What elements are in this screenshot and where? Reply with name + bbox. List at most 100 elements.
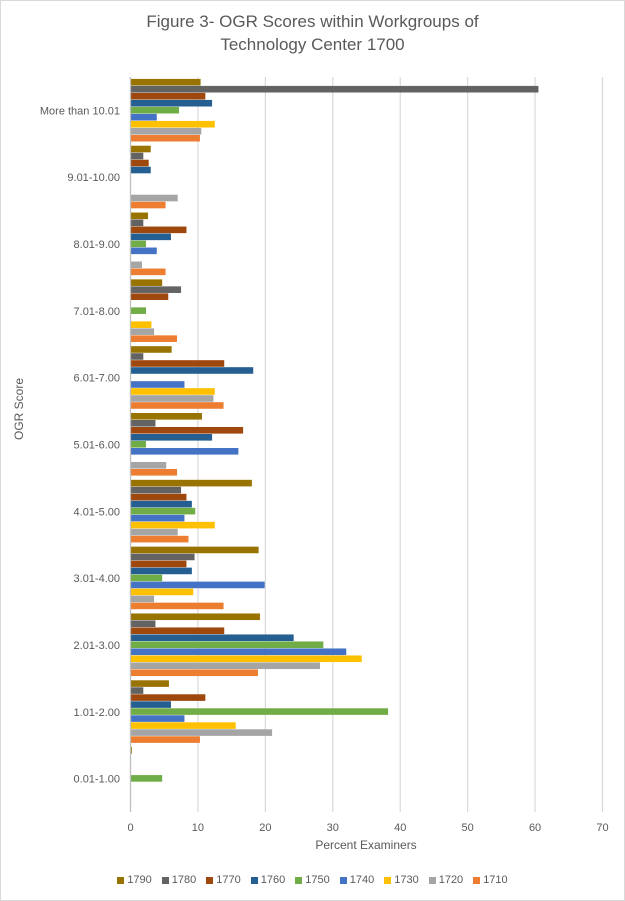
legend-label: 1730 [394,874,419,886]
legend-label: 1790 [127,874,152,886]
bar-1720-6-01-7-00 [130,395,214,402]
legend-item-1780: 1780 [161,874,196,886]
bar-1730-1-01-2-00 [130,722,236,729]
y-category-label: 9.01-10.00 [67,172,120,184]
bar-1750-2-01-3-00 [130,641,324,649]
bar-1780-more-than-10-01 [130,85,539,93]
legend-label: 1710 [483,874,508,886]
bar-1750-3-01-4-00 [130,574,163,582]
y-category-label: 4.01-5.00 [74,506,120,518]
bar-1760-1-01-2-00 [130,701,171,708]
bar-1720-2-01-3-00 [130,662,320,670]
bar-1770-9-01-10-00 [130,159,149,167]
bar-1720-4-01-5-00 [130,528,178,536]
bar-1780-7-01-8-00 [130,286,182,293]
bar-1780-5-01-6-00 [130,420,156,427]
x-axis-label: Percent Examiners [315,838,417,852]
bar-1710-4-01-5-00 [130,535,189,543]
bar-1770-1-01-2-00 [130,694,206,701]
y-category-label: 1.01-2.00 [74,707,120,719]
x-tick-label: 40 [394,822,406,834]
y-category-label: 2.01-3.00 [74,640,120,652]
y-category-label: 5.01-6.00 [74,440,120,452]
bar-1710-9-01-10-00 [130,201,166,209]
x-tick-label: 60 [529,822,541,834]
bar-1730-3-01-4-00 [130,588,194,596]
y-category-label: More than 10.01 [40,105,120,117]
bar-1790-7-01-8-00 [130,279,163,286]
bar-1710-3-01-4-00 [130,602,224,610]
bar-1790-8-01-9-00 [130,212,149,220]
legend-item-1750: 1750 [295,874,330,886]
x-tick-label: 0 [127,822,133,834]
x-tick-label: 70 [596,822,608,834]
legend-swatch [339,876,347,884]
bar-1770-8-01-9-00 [130,226,187,234]
chart-title: Figure 3- OGR Scores within Workgroups o… [0,10,625,56]
bar-1710-7-01-8-00 [130,335,178,342]
bar-1710-5-01-6-00 [130,469,178,476]
bar-1760-8-01-9-00 [130,233,171,241]
bar-1760-9-01-10-00 [130,166,151,174]
bar-1710-8-01-9-00 [130,268,166,276]
x-tick-label: 50 [462,822,474,834]
x-tick-label: 30 [327,822,339,834]
legend-item-1710: 1710 [473,874,508,886]
bar-1780-6-01-7-00 [130,353,144,360]
bar-1750-5-01-6-00 [130,441,147,448]
bar-1790-3-01-4-00 [130,546,259,554]
legend-label: 1720 [438,874,464,886]
bar-1740-5-01-6-00 [130,448,239,455]
bar-1760-2-01-3-00 [130,634,294,642]
bar-1720-3-01-4-00 [130,595,155,603]
bar-1780-2-01-3-00 [130,620,156,628]
bar-1740-more-than-10-01 [130,113,157,121]
bar-1770-5-01-6-00 [130,427,244,434]
legend-swatch [428,876,436,884]
legend-item-1720: 1720 [428,874,464,886]
bar-1720-more-than-10-01 [130,127,202,135]
bar-1740-2-01-3-00 [130,648,347,656]
legend-label: 1760 [260,874,286,886]
chart-title-line-1: Figure 3- OGR Scores within Workgroups o… [146,12,479,31]
bar-1770-3-01-4-00 [130,560,187,568]
bar-1730-7-01-8-00 [130,321,152,328]
bar-1790-1-01-2-00 [130,680,169,687]
legend-item-1790: 1790 [117,874,152,886]
bar-1730-more-than-10-01 [130,120,215,128]
bar-1740-4-01-5-00 [130,514,185,522]
legend-label: 1770 [216,874,241,886]
bar-1780-3-01-4-00 [130,553,195,561]
legend-swatch [295,876,303,884]
y-category-label: 8.01-9.00 [74,239,120,251]
bar-1770-7-01-8-00 [130,293,169,300]
bar-1790-9-01-10-00 [130,145,151,153]
y-category-label: 7.01-8.00 [74,306,120,318]
bar-1720-5-01-6-00 [130,462,167,469]
bar-1730-6-01-7-00 [130,388,215,395]
legend-item-1760: 1760 [250,874,286,886]
bar-1720-7-01-8-00 [130,328,155,335]
bar-1770-more-than-10-01 [130,92,206,100]
bar-1760-4-01-5-00 [130,500,192,508]
y-category-label: 6.01-7.00 [74,373,120,385]
bar-1780-4-01-5-00 [130,486,182,494]
bar-1790-2-01-3-00 [130,613,260,621]
y-category-label: 3.01-4.00 [74,573,120,585]
bar-1710-6-01-7-00 [130,402,224,409]
bar-1760-6-01-7-00 [130,367,254,374]
bar-1740-1-01-2-00 [130,715,185,722]
bar-1710-more-than-10-01 [130,134,200,142]
bar-1750-4-01-5-00 [130,507,196,515]
bar-1730-2-01-3-00 [130,655,362,663]
bar-1710-2-01-3-00 [130,669,258,677]
bar-1790-6-01-7-00 [130,346,172,353]
bar-1730-4-01-5-00 [130,521,215,529]
legend: 1790 1780 1770 1760 1750 1740 1730 1720 1710 [0,874,625,886]
bar-1790-0-01-1-00 [130,747,132,754]
bar-1780-1-01-2-00 [130,687,144,694]
x-tick-label: 20 [259,822,271,834]
bar-1750-7-01-8-00 [130,307,147,314]
bar-1720-1-01-2-00 [130,729,273,736]
